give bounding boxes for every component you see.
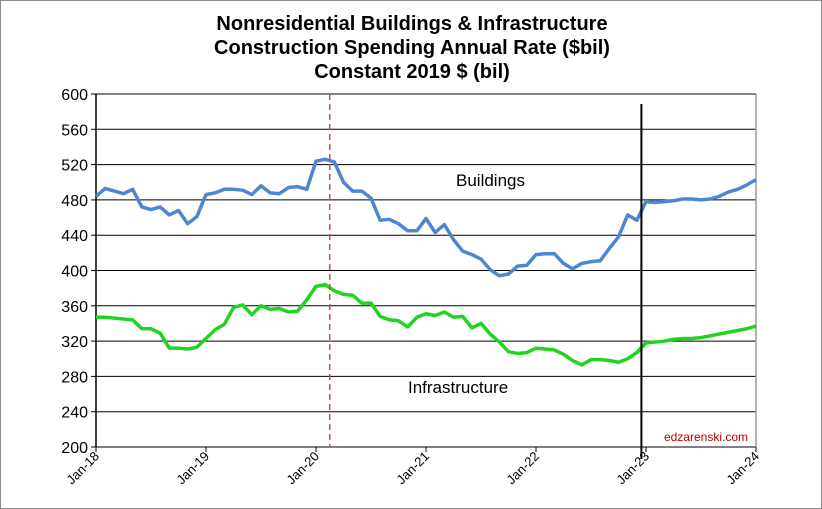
x-tick-label: Jan-23 — [613, 449, 652, 488]
x-tick-label: Jan-24 — [723, 449, 762, 488]
y-tick-label: 240 — [61, 405, 88, 422]
chart-title-line-1: Nonresidential Buildings & Infrastructur… — [216, 13, 608, 35]
x-tick-label: Jan-21 — [393, 449, 432, 488]
x-tick-label: Jan-22 — [503, 449, 542, 488]
series-label-buildings: Buildings — [456, 171, 525, 190]
y-tick-label: 280 — [61, 369, 88, 386]
y-tick-label: 320 — [61, 334, 88, 351]
series-label-infrastructure: Infrastructure — [408, 378, 508, 397]
series-line-buildings — [94, 157, 757, 278]
y-tick-label: 440 — [61, 228, 88, 245]
series-line-infrastructure — [96, 282, 757, 367]
chart-title-line-3: Constant 2019 $ (bil) — [314, 61, 510, 83]
y-tick-label: 360 — [61, 299, 88, 316]
y-tick-label: 600 — [61, 87, 88, 104]
y-tick-label: 520 — [61, 158, 88, 175]
y-tick-label: 560 — [61, 122, 88, 139]
y-tick-label: 480 — [61, 193, 88, 210]
y-tick-label: 200 — [61, 440, 88, 457]
watermark: edzarenski.com — [664, 430, 748, 444]
chart-title-line-2: Construction Spending Annual Rate ($bil) — [214, 37, 610, 59]
y-tick-label: 400 — [61, 264, 88, 281]
x-tick-label: Jan-20 — [283, 449, 322, 488]
x-tick-label: Jan-19 — [173, 449, 212, 488]
